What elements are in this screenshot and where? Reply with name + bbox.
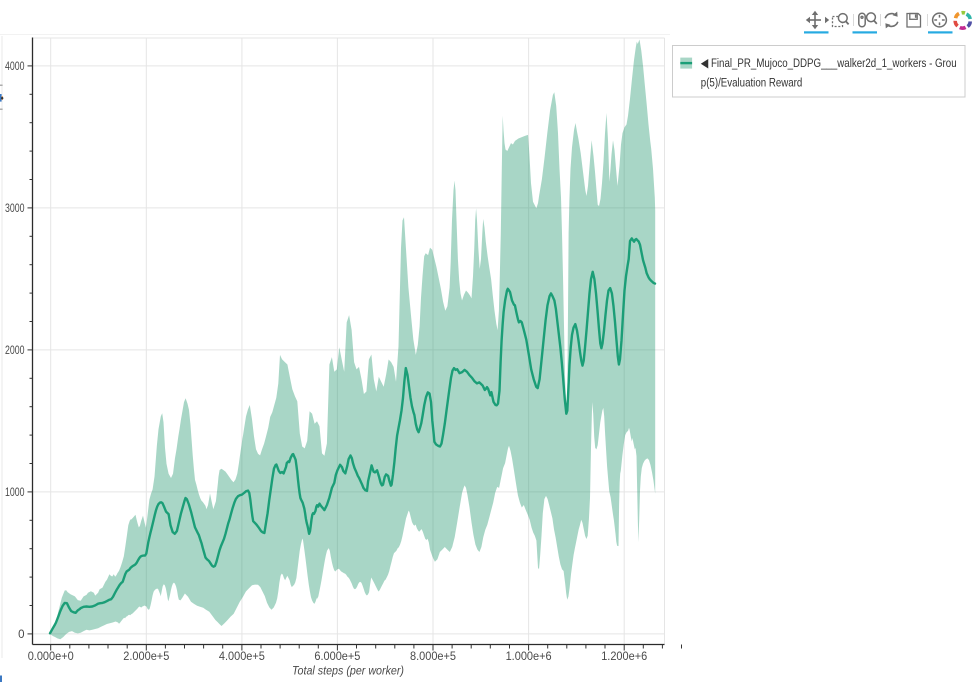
svg-text:2.000e+5: 2.000e+5 [123,651,169,663]
svg-text:p(5)/Evaluation Reward: p(5)/Evaluation Reward [701,75,803,89]
svg-text:1.000e+6: 1.000e+6 [506,651,552,663]
svg-text:4000: 4000 [5,61,25,73]
svg-text:3000: 3000 [5,203,25,215]
svg-text:1.200e+6: 1.200e+6 [601,651,647,663]
svg-text:◀ Final_PR_Mujoco_DDPG___walke: ◀ Final_PR_Mujoco_DDPG___walker2d_1_work… [701,56,957,70]
svg-text:8.000e+5: 8.000e+5 [410,651,456,663]
svg-text:0: 0 [18,629,24,641]
svg-text:Total steps (per worker): Total steps (per worker) [292,664,404,678]
svg-text:1000: 1000 [5,487,25,499]
svg-text:6.000e+5: 6.000e+5 [314,651,360,663]
svg-text:2000: 2000 [5,345,25,357]
svg-text:4.000e+5: 4.000e+5 [219,651,265,663]
svg-text:0.000e+0: 0.000e+0 [28,651,74,663]
